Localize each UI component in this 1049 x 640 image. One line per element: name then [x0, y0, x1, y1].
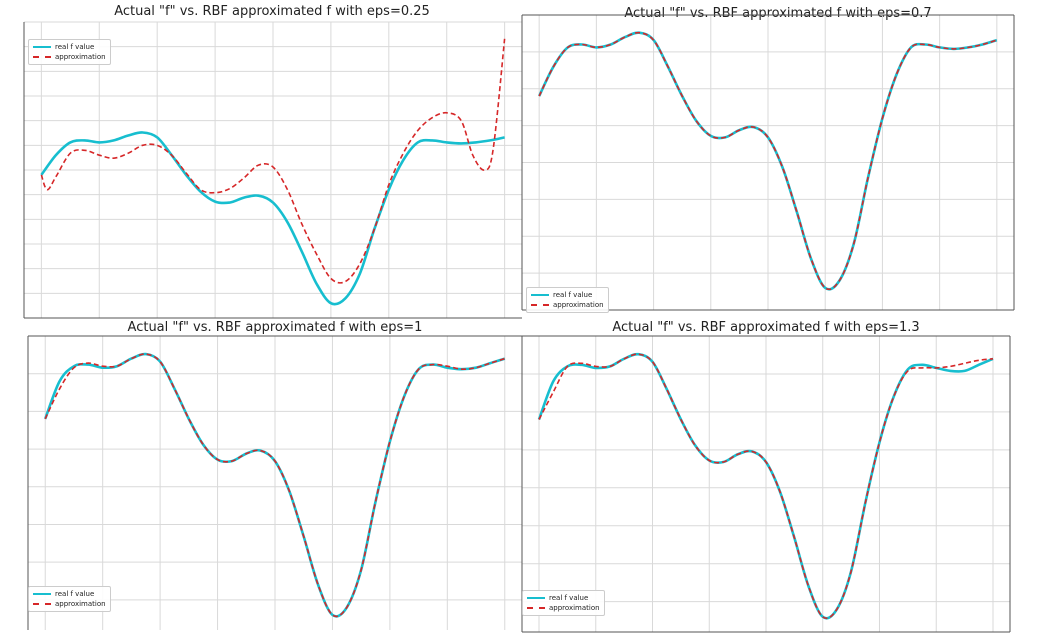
legend-entry-real: real f value — [33, 42, 106, 52]
series-line-approximation — [40, 38, 506, 284]
chart-legend: real f value approximation — [526, 287, 609, 313]
legend-label: real f value — [55, 43, 95, 51]
legend-label: approximation — [55, 53, 106, 61]
legend-entry-real: real f value — [527, 593, 600, 603]
chart-plot-area — [521, 335, 1011, 633]
legend-entry-approx: approximation — [33, 52, 106, 62]
legend-label: real f value — [549, 594, 589, 602]
legend-swatch-dashed — [527, 607, 545, 609]
legend-swatch-solid — [527, 597, 545, 599]
chart-panel-eps-0-25: Actual "f" vs. RBF approximated f with e… — [0, 0, 525, 320]
chart-title: Actual "f" vs. RBF approximated f with e… — [624, 6, 932, 21]
series-line-approximation — [538, 31, 998, 291]
chart-legend: real f value approximation — [522, 590, 605, 616]
legend-label: approximation — [553, 301, 604, 309]
chart-plot-area — [23, 21, 522, 319]
series-line-real-f — [40, 131, 505, 306]
legend-entry-approx: approximation — [527, 603, 600, 613]
legend-entry-approx: approximation — [33, 599, 106, 609]
series-line-approximation — [538, 353, 994, 620]
chart-legend: real f value approximation — [28, 586, 111, 612]
legend-entry-approx: approximation — [531, 300, 604, 310]
chart-panel-eps-0-7: Actual "f" vs. RBF approximated f with e… — [521, 0, 1049, 320]
chart-title: Actual "f" vs. RBF approximated f with e… — [114, 4, 430, 19]
legend-label: real f value — [553, 291, 593, 299]
chart-panel-eps-1: Actual "f" vs. RBF approximated f with e… — [0, 318, 525, 640]
chart-legend: real f value approximation — [28, 39, 111, 65]
legend-label: approximation — [549, 604, 600, 612]
series-line-approximation — [44, 353, 506, 618]
legend-swatch-solid — [531, 294, 549, 296]
chart-panel-eps-1-3: Actual "f" vs. RBF approximated f with e… — [518, 318, 1049, 640]
legend-swatch-dashed — [33, 603, 51, 605]
chart-plot-area — [521, 14, 1015, 311]
legend-entry-real: real f value — [531, 290, 604, 300]
legend-label: approximation — [55, 600, 106, 608]
legend-swatch-solid — [33, 46, 51, 48]
legend-entry-real: real f value — [33, 589, 106, 599]
legend-swatch-dashed — [33, 56, 51, 58]
legend-swatch-dashed — [531, 304, 549, 306]
chart-title: Actual "f" vs. RBF approximated f with e… — [127, 320, 423, 335]
chart-plot-area — [27, 335, 522, 630]
chart-title: Actual "f" vs. RBF approximated f with e… — [612, 320, 920, 335]
legend-swatch-solid — [33, 593, 51, 595]
legend-label: real f value — [55, 590, 95, 598]
